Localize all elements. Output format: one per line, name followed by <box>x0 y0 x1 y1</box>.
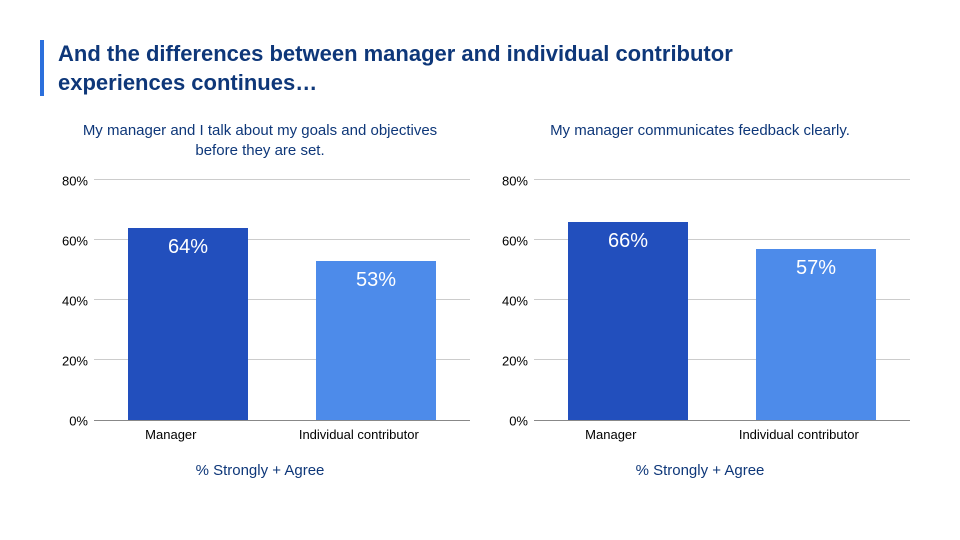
charts-row: My manager and I talk about my goals and… <box>40 121 920 479</box>
y-tick-label: 20% <box>62 354 88 369</box>
plot-area: 66% 57% <box>534 181 910 421</box>
bar: 53% <box>316 261 436 420</box>
chart-caption: % Strongly + Agree <box>196 462 325 479</box>
slide: And the differences between manager and … <box>0 0 960 540</box>
gridline <box>534 179 910 180</box>
title-block: And the differences between manager and … <box>40 40 920 97</box>
chart-area: 0%20%40%60%80%64%53% <box>50 181 470 421</box>
x-tick-label: Individual contributor <box>739 427 859 442</box>
chart-panel: My manager and I talk about my goals and… <box>50 121 470 479</box>
bar: 64% <box>128 228 248 420</box>
y-tick-label: 60% <box>62 234 88 249</box>
gridline <box>94 179 470 180</box>
bar-group: 57% <box>722 181 910 420</box>
bar-group: 64% <box>94 181 282 420</box>
bar: 57% <box>756 249 876 420</box>
x-labels: Manager Individual contributor <box>534 421 910 442</box>
bar-value-label: 53% <box>316 269 436 292</box>
bars-container: 64% 53% <box>94 181 470 420</box>
plot-area: 64% 53% <box>94 181 470 421</box>
x-axis: Manager Individual contributor <box>490 421 910 442</box>
y-tick-label: 0% <box>69 414 88 429</box>
bars-container: 66% 57% <box>534 181 910 420</box>
y-tick-label: 20% <box>502 354 528 369</box>
bar-value-label: 66% <box>568 230 688 253</box>
chart-panel: My manager communicates feedback clearly… <box>490 121 910 479</box>
chart-area: 0%20%40%60%80%66%57% <box>490 181 910 421</box>
y-tick-label: 80% <box>62 174 88 189</box>
page-title: And the differences between manager and … <box>58 40 818 97</box>
y-tick-label: 0% <box>509 414 528 429</box>
y-tick-label: 40% <box>62 294 88 309</box>
y-tick-label: 80% <box>502 174 528 189</box>
bar-group: 53% <box>282 181 470 420</box>
y-axis: 0%20%40%60%80% <box>50 181 94 421</box>
x-tick-label: Manager <box>585 427 636 442</box>
x-axis: Manager Individual contributor <box>50 421 470 442</box>
chart-caption: % Strongly + Agree <box>636 462 765 479</box>
bar-value-label: 57% <box>756 257 876 280</box>
chart-title: My manager communicates feedback clearly… <box>550 121 850 163</box>
x-tick-label: Individual contributor <box>299 427 419 442</box>
title-accent-bar <box>40 40 44 96</box>
bar: 66% <box>568 222 688 420</box>
x-labels: Manager Individual contributor <box>94 421 470 442</box>
y-tick-label: 40% <box>502 294 528 309</box>
bar-value-label: 64% <box>128 236 248 259</box>
bar-group: 66% <box>534 181 722 420</box>
y-axis: 0%20%40%60%80% <box>490 181 534 421</box>
x-tick-label: Manager <box>145 427 196 442</box>
chart-title: My manager and I talk about my goals and… <box>80 121 440 163</box>
y-tick-label: 60% <box>502 234 528 249</box>
